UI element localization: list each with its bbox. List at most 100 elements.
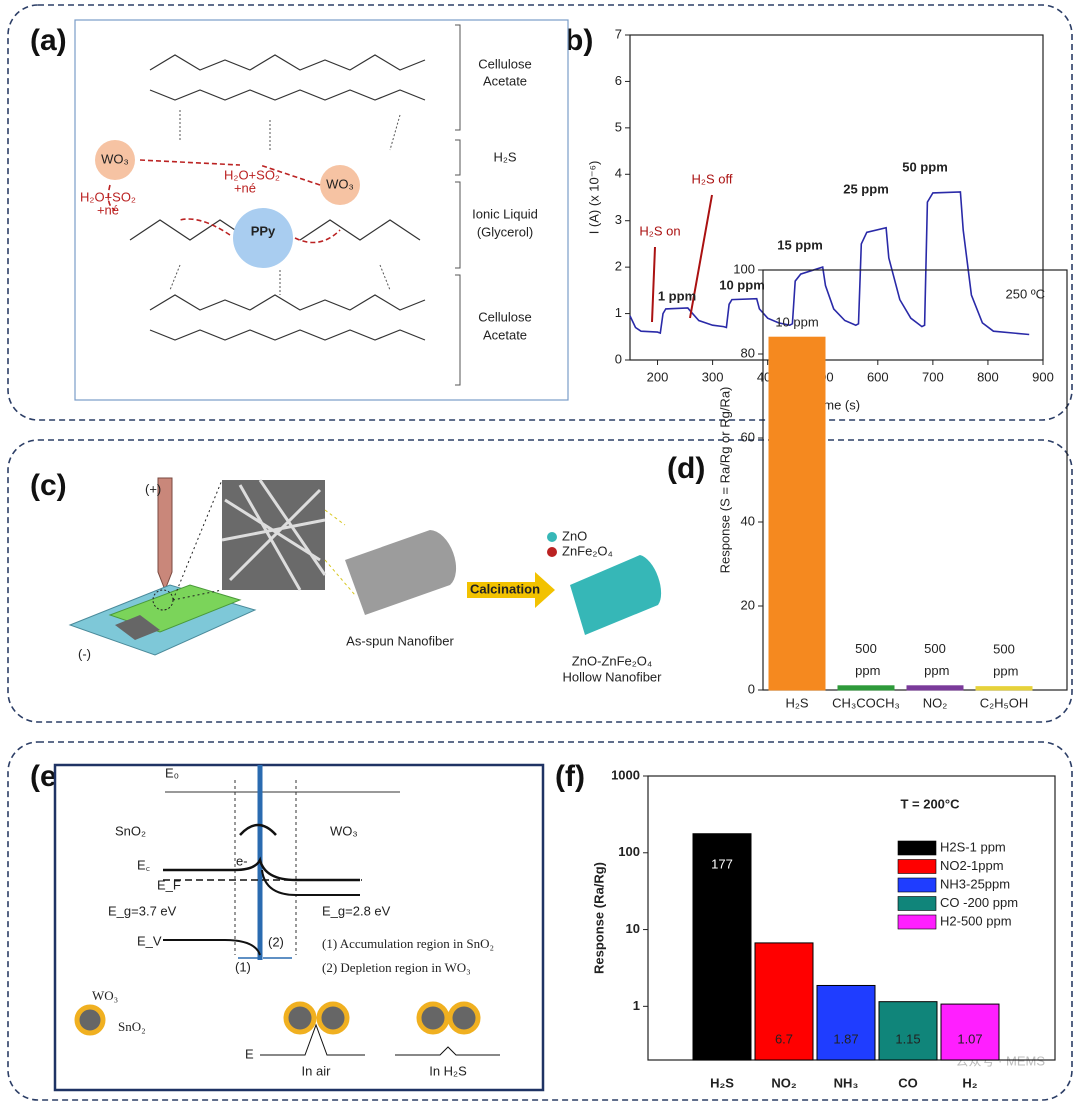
core-shell [447,1001,481,1035]
bar [878,1001,938,1061]
hollow-fiber [570,555,662,635]
needle [157,477,173,592]
zoom-line [324,509,356,596]
bar [975,686,1033,691]
core-shell [316,1001,350,1035]
value-label: 1.15 [895,1031,920,1046]
y-tick-label: 3 [615,212,622,227]
bar-label-line: 500 [855,641,877,656]
y-tick-label: 100 [733,261,755,276]
diagram-text: WO₃ [101,151,129,166]
diagram-text: (2) [268,934,284,949]
core-shell [283,1001,317,1035]
diagram-text: Acetate [483,73,527,88]
diagram-text: WO₃ [330,823,358,838]
diagram-text: +né [234,180,256,195]
y-tick-label: 1000 [611,767,640,782]
x-tick-label: 700 [922,369,944,384]
x-tick-label: NO₂ [771,1075,797,1090]
diagram-text: (Glycerol) [477,224,533,239]
diagram-text: H₂O+SO₂ [224,167,280,182]
annotation: H₂S on [639,223,680,238]
diagram-text: In air [302,1063,332,1078]
bar-label-line: 500 [924,641,946,656]
diagram-text: E꜀ [137,857,150,872]
diagram-text: (1) [235,959,251,974]
y-axis-label: Response (S = Ra/Rg or Rg/Ra) [717,387,732,574]
diagram-a: Cellulose Acetate H₂S Ionic Liquid (Glyc… [74,19,569,401]
bar-label-line: 500 [993,642,1015,657]
value-label: 1.07 [957,1031,982,1046]
x-tick-label: CH₃COCH₃ [832,695,900,710]
diagram-text: SnO₂ [118,1019,146,1034]
y-tick-label: 10 [626,921,640,936]
wo3-particle [320,165,360,205]
diagram-frame [74,19,569,401]
legend-label: CO -200 ppm [940,895,1018,910]
electron-arrow [239,823,277,836]
x-tick-label: C₂H₅OH [980,695,1029,710]
annotation: 50 ppm [902,159,948,174]
chain [149,329,426,341]
legend-swatch [897,840,937,856]
diagram-text: E₀ [165,765,179,780]
x-tick-label: NO₂ [923,695,948,710]
y-tick-label: 0 [748,681,755,696]
diagram-text: E_g=3.7 eV [108,903,177,918]
cylinder [345,530,457,615]
annotation: 250 ºC [1006,286,1045,301]
x-tick-label: 800 [977,369,999,384]
y-tick-label: 20 [741,597,755,612]
value-label: 1.87 [833,1031,858,1046]
legend-swatch [897,877,937,893]
panel-label: (a) [30,24,67,57]
y-tick-label: 7 [615,26,622,41]
fiber [221,479,327,591]
diagram-text: ZnO [562,528,587,543]
panel-label: (d) [667,452,705,485]
legend-swatch [897,914,937,930]
bar [837,685,895,691]
diagram-text: Hollow Nanofiber [563,669,663,684]
y-tick-label: 2 [615,259,622,274]
line-series [629,191,1030,336]
x-tick-label: H₂S [785,695,808,710]
annotation: 10 ppm [719,277,765,292]
diagram-text: WO₃ [326,176,354,191]
annotation-arrow [651,194,713,323]
diagram-text: E_V [137,933,162,948]
diagram-frame [53,763,545,1092]
panel-frame [7,741,1073,1101]
bar-label-line: ppm [990,664,1019,679]
diagram-text: (-) [78,646,91,661]
bracket [455,24,461,386]
bar [816,984,876,1061]
legend-dot [547,532,557,542]
legend-label: NH3-25ppm [940,876,1010,891]
y-tick-label: 6 [615,73,622,88]
diagram-text: (2) Depletion region in WO₃ [322,960,471,975]
panel-label: (f) [555,760,585,793]
reaction-arrow [107,159,341,244]
plot-frame [629,34,1044,361]
core-shell [74,1004,106,1036]
bar [906,685,964,691]
diagram-text: SnO₂ [115,823,146,838]
y-tick-label: 0 [615,351,622,366]
diagram-text: Cellulose [478,309,531,324]
panel-label: (c) [30,469,67,502]
diagram-text: e- [236,853,248,868]
y-axis-label: I (A) (x 10⁻⁶) [586,161,601,235]
legend-label: H2S-1 ppm [940,839,1006,854]
diagram-text: As-spun Nanofiber [346,633,454,648]
y-tick-label: 60 [741,429,755,444]
y-tick-label: 1 [615,305,622,320]
arrow [467,572,555,608]
value-label: 177 [711,856,733,871]
diagram-text: ZnFe₂O₄ [562,543,613,558]
x-tick-label: H₂S [710,1075,734,1090]
chain [149,294,426,311]
diagram-text: (+) [145,481,161,496]
wo3-particle [95,140,135,180]
diagram-text: Calcination [470,581,540,596]
